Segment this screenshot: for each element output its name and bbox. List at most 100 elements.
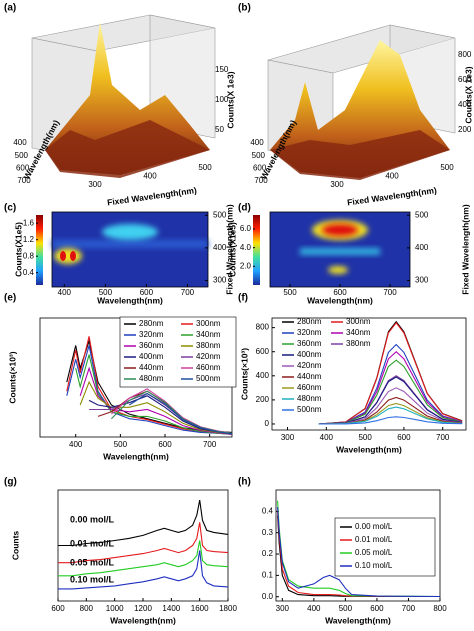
x-tick-label: 500 — [339, 604, 353, 613]
y-tick-label: 600 — [16, 163, 30, 172]
colorbar-label: Counts(X1e5) — [227, 222, 237, 277]
y-tick-label: 600 — [256, 347, 270, 356]
axis-label: Fixed Wavelength(nm) — [106, 185, 197, 208]
legend-label: 320nm — [139, 330, 164, 339]
legend-label: 420nm — [196, 352, 221, 361]
x-tick-label: 400 — [385, 172, 399, 181]
series-line — [318, 343, 463, 425]
panel-label: (a) — [4, 3, 16, 14]
x-axis-label: Wavelength(nm) — [103, 451, 169, 461]
x-tick-label: 700 — [181, 288, 195, 297]
y-tick-label: 400 — [256, 371, 270, 380]
x-tick-label: 300 — [281, 433, 295, 442]
z-tick-label: 800 — [458, 50, 472, 59]
x-tick-label: 600 — [51, 604, 65, 613]
x-tick-label: 700 — [436, 433, 450, 442]
surface-a — [31, 14, 216, 178]
series-line — [277, 507, 441, 598]
z-tick-label: 200 — [458, 125, 472, 134]
y-axis-label: Counts — [10, 531, 20, 561]
x-tick-label: 700 — [383, 288, 397, 297]
legend-label: 420nm — [297, 361, 322, 370]
x-tick-label: 400 — [58, 288, 72, 297]
plot-frame — [271, 317, 467, 431]
series-line — [318, 321, 463, 425]
x-tick-label: 600 — [397, 433, 411, 442]
legend-label: 0.00 mol/L — [355, 522, 393, 531]
x-tick-label: 300 — [88, 180, 102, 189]
series-line — [75, 354, 233, 435]
y2-tick-label: 400 — [415, 243, 429, 252]
x-tick-label: 500 — [198, 163, 212, 172]
x-tick-label: 700 — [203, 440, 217, 449]
y-tick-label: 400 — [13, 138, 27, 147]
x-tick-label: 300 — [330, 180, 344, 189]
x-tick-label: 400 — [307, 604, 321, 613]
x-tick-label: 500 — [440, 163, 454, 172]
y-tick-label: 0.2 — [262, 549, 274, 558]
z-tick-label: 100 — [215, 95, 229, 104]
panel-label: (d) — [238, 203, 251, 214]
legend-label: 280nm — [297, 317, 322, 326]
legend-label: 380nm — [196, 341, 221, 350]
x-axis-label: Wavelength(nm) — [336, 444, 402, 454]
panel-label: (h) — [238, 477, 251, 488]
heatmap-d — [253, 212, 410, 287]
legend-label: 500nm — [297, 405, 322, 414]
x-axis-label: Wavelength(nm) — [97, 295, 163, 305]
axis-label: Counts(X 1e3) — [463, 66, 473, 123]
y-tick-label: 500 — [15, 151, 29, 160]
y-tick-label: 400 — [250, 138, 264, 147]
series-line — [58, 550, 229, 590]
y-tick-label: 0.0 — [262, 592, 274, 601]
y-tick-label: 700 — [17, 176, 31, 185]
legend-label: 0.01 mol/L — [355, 535, 393, 544]
heatmap-c — [36, 212, 208, 287]
series-line — [58, 522, 229, 564]
panel-label: (b) — [238, 3, 251, 14]
legend-label: 440nm — [139, 363, 164, 372]
legend-label: 340nm — [346, 328, 371, 337]
colorbar-tick-label: 4.0 — [240, 243, 252, 252]
y-tick-label: 200 — [256, 395, 270, 404]
x-tick-label: 1400 — [162, 604, 180, 613]
series-line — [318, 359, 463, 425]
panel-label: (e) — [4, 293, 16, 304]
colorbar-tick-label: 0.8 — [23, 251, 35, 260]
legend-label: 400nm — [139, 352, 164, 361]
series-line — [318, 376, 463, 425]
series-line — [318, 350, 463, 425]
series-line — [318, 406, 463, 425]
x-tick-label: 800 — [433, 604, 447, 613]
series-line — [58, 540, 229, 577]
legend-label: 480nm — [139, 374, 164, 383]
y-tick-label: 500 — [252, 151, 266, 160]
series-line — [79, 380, 233, 435]
panel-label: (c) — [4, 203, 16, 214]
y-tick-label: 800 — [256, 323, 270, 332]
x-tick-label: 800 — [80, 604, 94, 613]
legend-label: 300nm — [196, 319, 221, 328]
axis-label: Counts(X 1e3) — [225, 71, 235, 128]
series-line — [129, 392, 233, 435]
series-line — [58, 499, 229, 547]
x-tick-label: 500 — [99, 288, 113, 297]
legend-label: 480nm — [297, 394, 322, 403]
legend-label: 320nm — [297, 328, 322, 337]
colorbar-label: Counts(X1e5) — [13, 222, 23, 277]
series-annotation: 0.01 mol/L — [70, 538, 115, 548]
legend-label: 340nm — [196, 330, 221, 339]
y2-tick-label: 500 — [213, 210, 227, 219]
colorbar-tick-label: 2.0 — [240, 261, 252, 270]
x-tick-label: 600 — [140, 288, 154, 297]
series-line — [318, 416, 463, 425]
x-tick-label: 1200 — [134, 604, 152, 613]
legend-label: 460nm — [297, 383, 322, 392]
y-tick-label: 600 — [253, 163, 267, 172]
y-axis-label: Counts(×10³) — [7, 351, 17, 403]
x-tick-label: 1800 — [219, 604, 237, 613]
x-tick-label: 400 — [69, 440, 83, 449]
